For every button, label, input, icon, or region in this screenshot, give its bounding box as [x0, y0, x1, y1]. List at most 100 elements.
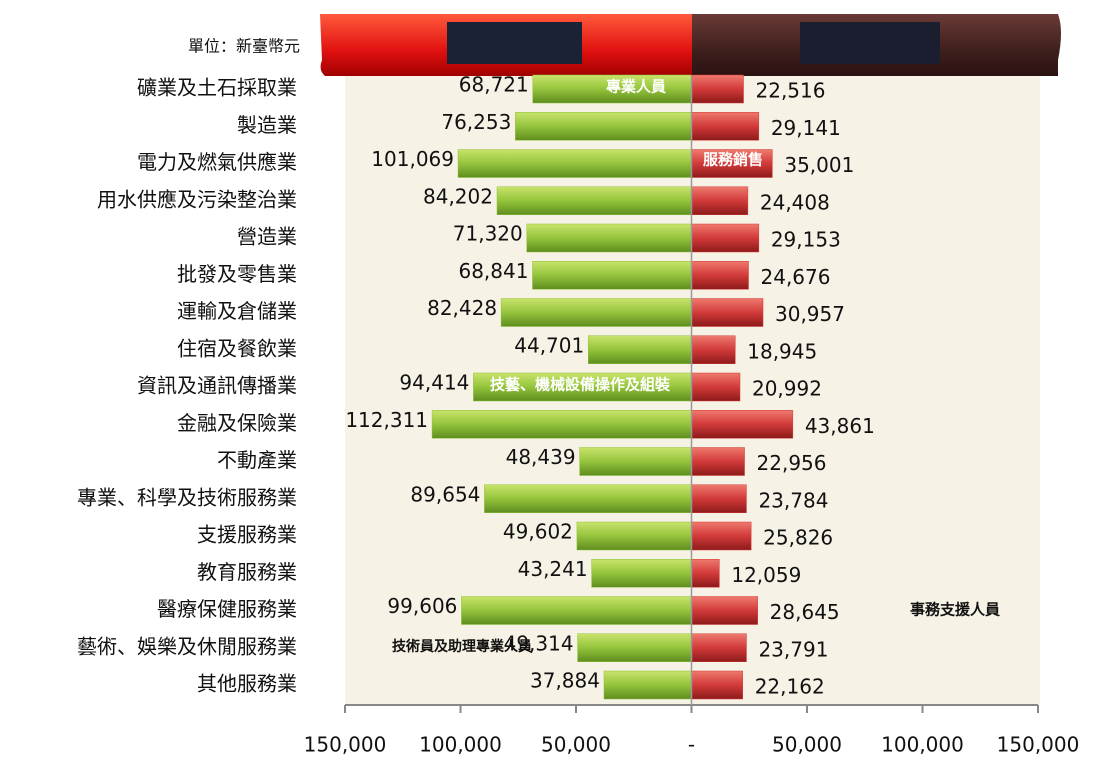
category-label: 金融及保險業 [177, 411, 297, 435]
value-label: 94,414 [399, 371, 469, 395]
bar [691, 112, 760, 141]
x-tick-label: 100,000 [881, 733, 964, 757]
category-label: 製造業 [237, 113, 297, 137]
bar [431, 410, 692, 439]
value-label: 20,992 [752, 377, 822, 401]
x-tick-label: 150,000 [997, 733, 1080, 757]
value-label: 25,826 [763, 526, 833, 550]
value-label: 84,202 [423, 184, 493, 208]
bar [532, 261, 692, 290]
value-label: 22,956 [757, 451, 827, 475]
value-label: 29,153 [771, 228, 841, 252]
bar [457, 149, 692, 178]
category-label: 住宿及餐飲業 [177, 336, 297, 360]
category-label: 支援服務業 [197, 523, 297, 547]
header-block [800, 22, 940, 64]
annotation: 技術員及助理專業人員 [392, 638, 532, 655]
value-label: 29,141 [771, 116, 841, 140]
value-label: 48,439 [506, 445, 576, 469]
value-label: 22,516 [756, 79, 826, 103]
bar [691, 596, 758, 625]
category-label: 運輸及倉儲業 [177, 299, 297, 323]
category-label: 不動產業 [217, 448, 297, 472]
value-label: 101,069 [371, 147, 454, 171]
bar [484, 484, 692, 513]
value-label: 23,784 [758, 488, 828, 512]
value-label: 24,676 [761, 265, 831, 289]
bar [603, 670, 692, 700]
value-label: 76,253 [441, 110, 511, 134]
bar [691, 633, 747, 662]
value-label: 112,311 [345, 408, 428, 432]
annotation: 事務支援人員 [910, 601, 1000, 619]
value-label: 30,957 [775, 302, 845, 326]
x-tick-label: 100,000 [419, 733, 502, 757]
bar [691, 521, 752, 551]
bar [691, 670, 743, 700]
x-tick-label: 50,000 [541, 733, 611, 757]
bar [532, 74, 692, 104]
value-label: 49,602 [503, 520, 573, 544]
category-label: 醫療保健服務業 [157, 597, 297, 621]
category-label: 藝術、娛樂及休閒服務業 [77, 634, 297, 658]
value-label: 68,841 [458, 259, 528, 283]
value-label: 71,320 [453, 222, 523, 246]
value-label: 22,162 [755, 675, 825, 699]
bar [691, 447, 745, 476]
bar [500, 298, 692, 327]
value-label: 99,606 [387, 594, 457, 618]
bar [691, 223, 760, 253]
bar [576, 521, 692, 551]
annotation: 服務銷售 [703, 151, 763, 169]
value-label: 43,861 [805, 414, 875, 438]
category-label: 專業、科學及技術服務業 [77, 485, 297, 509]
bar [691, 410, 794, 439]
bar [461, 596, 692, 625]
value-label: 37,884 [530, 669, 600, 693]
bar [691, 298, 764, 327]
bar [691, 186, 749, 215]
category-label: 用水供應及污染整治業 [97, 187, 297, 211]
value-label: 43,241 [518, 557, 588, 581]
category-label: 批發及零售業 [177, 262, 297, 286]
bar [691, 335, 736, 364]
value-label: 35,001 [784, 153, 854, 177]
bar [496, 186, 692, 215]
bar [526, 223, 692, 253]
unit-label: 單位：新臺幣元 [188, 37, 300, 56]
header-block [447, 22, 582, 64]
bar [515, 112, 692, 141]
bar [591, 559, 692, 588]
bar [691, 484, 747, 513]
bar [577, 633, 692, 662]
value-label: 24,408 [760, 190, 830, 214]
category-label: 營造業 [237, 225, 297, 249]
x-tick-label: - [688, 733, 695, 757]
bar [691, 74, 744, 104]
value-label: 68,721 [459, 73, 529, 97]
category-label: 電力及燃氣供應業 [137, 150, 297, 174]
annotation: 專業人員 [606, 78, 666, 96]
bar [473, 372, 692, 402]
value-label: 44,701 [514, 333, 584, 357]
category-label: 資訊及通訊傳播業 [137, 374, 297, 398]
category-label: 礦業及土石採取業 [137, 76, 297, 100]
bar [579, 447, 692, 476]
value-label: 49,314 [504, 631, 574, 655]
value-label: 89,654 [410, 482, 480, 506]
category-label: 其他服務業 [197, 672, 297, 696]
x-tick-label: 50,000 [772, 733, 842, 757]
value-label: 23,791 [758, 637, 828, 661]
bar [691, 559, 720, 588]
bar [691, 372, 741, 402]
value-label: 82,428 [427, 296, 497, 320]
x-tick-label: 150,000 [304, 733, 387, 757]
value-label: 12,059 [731, 563, 801, 587]
value-label: 28,645 [770, 600, 840, 624]
bar [691, 261, 749, 290]
annotation: 技藝、機械設備操作及組裝 [490, 376, 671, 394]
value-label: 18,945 [747, 339, 817, 363]
category-label: 教育服務業 [197, 560, 297, 584]
bar [587, 335, 692, 364]
